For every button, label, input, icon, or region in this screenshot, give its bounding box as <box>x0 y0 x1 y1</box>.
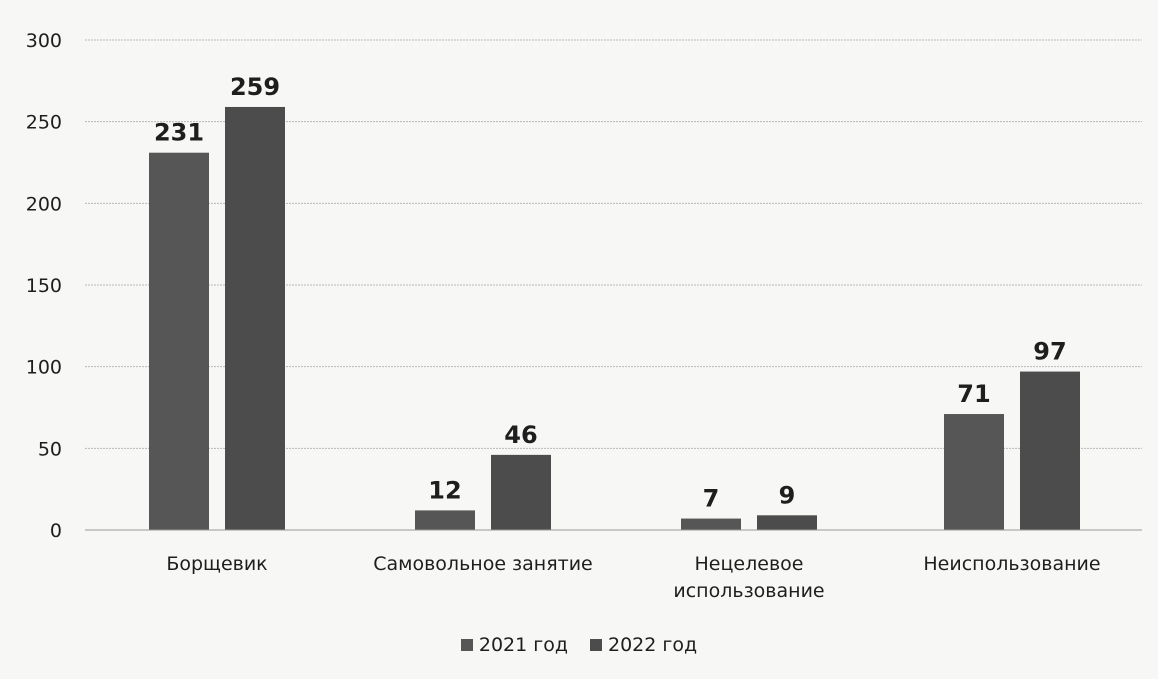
y-tick-label-100: 100 <box>26 357 62 379</box>
bar-2022-0 <box>225 106 285 530</box>
legend-label-2022: 2022 год <box>608 634 698 656</box>
y-tick-label-150: 150 <box>26 275 62 297</box>
legend-item-2021: 2021 год <box>460 634 568 656</box>
y-tick-label-250: 250 <box>26 112 62 134</box>
y-tick-label-300: 300 <box>26 30 62 52</box>
chart-legend: 2021 год 2022 год <box>0 634 1158 656</box>
data-label-2022-2: 9 <box>779 481 796 509</box>
x-tick-label-2-line0: Нецелевое <box>695 553 804 575</box>
y-tick-label-50: 50 <box>38 438 62 460</box>
data-label-2021-3: 71 <box>957 380 990 408</box>
y-tick-label-0: 0 <box>50 520 62 542</box>
bar-2021-0 <box>149 152 209 530</box>
bar-2022-3 <box>1020 371 1080 530</box>
bar-2021-1 <box>415 510 475 530</box>
x-tick-label-1: Самовольное занятие <box>373 553 593 575</box>
x-tick-label-2-line1: использование <box>673 580 824 602</box>
x-tick-label-0: Борщевик <box>166 553 267 575</box>
data-label-2021-0: 231 <box>154 119 204 147</box>
bar-2022-1 <box>491 454 551 530</box>
data-label-2021-1: 12 <box>428 476 461 504</box>
x-tick-label-3: Неиспользование <box>923 553 1100 575</box>
legend-swatch-2021 <box>460 639 473 651</box>
legend-swatch-2022 <box>590 639 602 651</box>
data-label-2022-3: 97 <box>1033 338 1066 366</box>
legend-label-2021: 2021 год <box>478 634 568 656</box>
bar-2022-2 <box>757 515 817 530</box>
bar-2021-3 <box>944 414 1004 530</box>
data-label-2021-2: 7 <box>703 485 720 513</box>
bar-2021-2 <box>681 518 741 530</box>
data-label-2022-0: 259 <box>230 73 280 101</box>
legend-item-2022: 2022 год <box>590 634 697 656</box>
data-label-2022-1: 46 <box>504 421 537 449</box>
y-tick-label-200: 200 <box>26 193 62 215</box>
